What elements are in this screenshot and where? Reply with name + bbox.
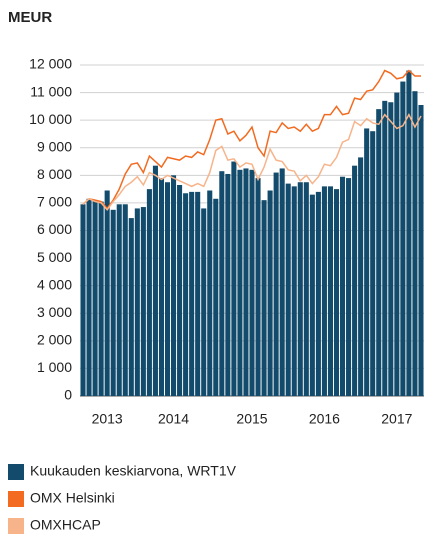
bar [418, 104, 424, 396]
bar [140, 207, 146, 396]
bar [122, 204, 128, 396]
bar [346, 178, 352, 396]
x-tick-label: 2016 [309, 411, 340, 427]
bar [285, 183, 291, 396]
bar [201, 208, 207, 396]
bar [110, 209, 116, 396]
bar [104, 190, 110, 396]
bar [279, 168, 285, 396]
bar [255, 178, 261, 396]
bar [146, 189, 152, 396]
bar [116, 204, 122, 396]
bar [261, 200, 267, 396]
bar [352, 165, 358, 396]
bar [297, 182, 303, 396]
y-tick-label: 6 000 [37, 221, 72, 237]
bar [189, 191, 195, 396]
bar [267, 190, 273, 396]
bar [171, 175, 177, 396]
bar [273, 172, 279, 396]
bar [376, 109, 382, 396]
legend-swatch [8, 464, 24, 480]
y-tick-label: 8 000 [37, 166, 72, 182]
bar [237, 169, 243, 396]
bar [370, 131, 376, 396]
y-tick-label: 2 000 [37, 332, 72, 348]
bar [339, 176, 346, 396]
y-tick-label: 11 000 [30, 83, 72, 99]
bar [213, 198, 219, 396]
chart-title: MEUR [8, 9, 52, 26]
legend-label: OMX Helsinki [30, 490, 115, 506]
bar [291, 186, 297, 396]
bar [382, 100, 388, 396]
x-tick-label: 2017 [381, 411, 412, 427]
y-tick-label: 5 000 [37, 249, 72, 265]
bar [195, 191, 201, 396]
bar [321, 186, 327, 396]
bar [249, 169, 255, 396]
bar [309, 194, 315, 396]
y-tick-label: 3 000 [37, 304, 72, 320]
bar [152, 165, 158, 396]
y-tick-label: 4 000 [37, 276, 72, 292]
y-tick-label: 10 000 [29, 111, 72, 127]
bar [158, 178, 165, 396]
bar [183, 193, 189, 396]
bar [134, 208, 140, 396]
bar [207, 190, 213, 396]
x-tick-label: 2015 [236, 411, 267, 427]
bar [388, 102, 394, 397]
bar [394, 92, 400, 396]
x-tick-label: 2014 [158, 411, 189, 427]
bar [225, 173, 231, 396]
bar [219, 171, 225, 396]
x-tick-label: 2013 [92, 411, 123, 427]
bar [243, 168, 249, 396]
line [82, 69, 421, 210]
y-tick-label: 0 [64, 387, 72, 403]
bar [412, 91, 418, 397]
bar [231, 161, 237, 396]
legend-label: OMXHCAP [30, 517, 101, 533]
bar [92, 200, 98, 396]
y-tick-label: 7 000 [37, 194, 72, 210]
bar [333, 189, 340, 396]
bar [327, 186, 333, 396]
bar [86, 198, 92, 396]
legend-swatch [8, 518, 24, 534]
bar [364, 128, 370, 397]
legend-label: Kuukauden keskiarvona, WRT1V [30, 463, 237, 479]
bar [315, 191, 321, 396]
line [82, 113, 422, 212]
legend-swatch [8, 491, 24, 507]
bar [164, 182, 171, 396]
y-tick-label: 12 000 [29, 56, 72, 72]
bar [80, 204, 86, 396]
bar [406, 70, 412, 397]
bar [177, 184, 183, 396]
y-tick-label: 9 000 [37, 138, 72, 154]
y-tick-label: 1 000 [37, 359, 72, 375]
bar [303, 182, 309, 396]
bar [98, 201, 104, 396]
bar [128, 218, 134, 396]
bar [358, 157, 364, 396]
bar [400, 81, 406, 397]
